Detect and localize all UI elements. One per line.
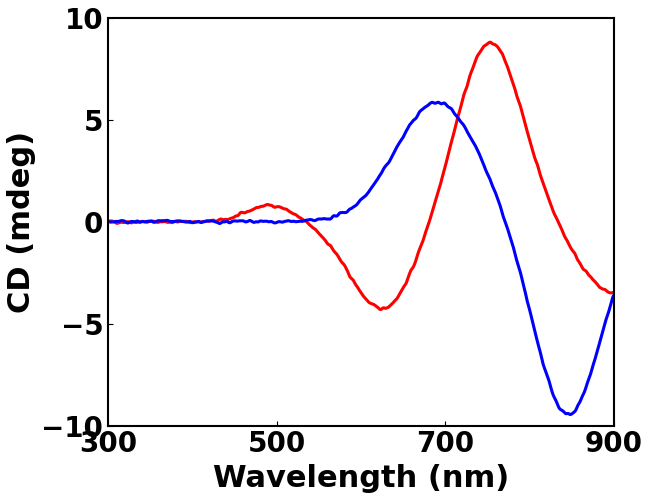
X-axis label: Wavelength (nm): Wavelength (nm) <box>213 464 509 493</box>
Y-axis label: CD (mdeg): CD (mdeg) <box>7 130 36 313</box>
